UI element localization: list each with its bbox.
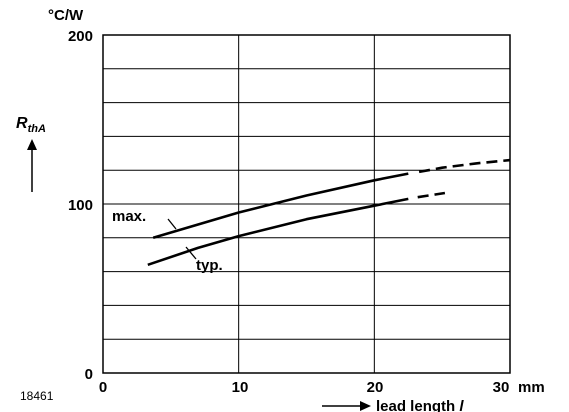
x-tick-0: 0 — [99, 379, 107, 396]
grid — [103, 35, 510, 373]
x-axis-label: lead length l — [376, 398, 464, 412]
series-label-max: max. — [112, 208, 146, 225]
x-axis-label-text: lead length — [376, 398, 455, 412]
series-line-max — [152, 172, 409, 240]
y-tick-100: 100 — [68, 197, 93, 214]
x-tick-30: 30 — [493, 379, 510, 396]
y-axis-symbol: RthA — [16, 115, 46, 135]
x-unit-label: mm — [518, 379, 545, 396]
y-unit-label: °C/W — [48, 7, 84, 24]
series-label-typ: typ. — [196, 257, 223, 274]
series-line-typ — [147, 197, 409, 267]
figure-number: 18461 — [20, 389, 54, 403]
leader-typ — [185, 246, 197, 260]
x-tick-20: 20 — [367, 379, 384, 396]
y-axis-symbol-sub: thA — [28, 123, 46, 135]
x-tick-10: 10 — [232, 379, 249, 396]
y-tick-200: 200 — [68, 28, 93, 45]
series-layer — [147, 158, 511, 267]
x-axis-arrow — [322, 401, 371, 411]
series-line-max-dashed — [418, 158, 511, 174]
y-axis-symbol-main: R — [16, 115, 28, 132]
plot-frame — [102, 34, 511, 374]
x-axis-label-symbol: l — [459, 398, 464, 412]
series-line-typ-dashed — [417, 191, 446, 199]
plot-frame-rect — [102, 34, 511, 374]
y-tick-0: 0 — [85, 366, 93, 383]
y-axis-arrow — [27, 139, 37, 192]
leader-max — [167, 218, 177, 230]
